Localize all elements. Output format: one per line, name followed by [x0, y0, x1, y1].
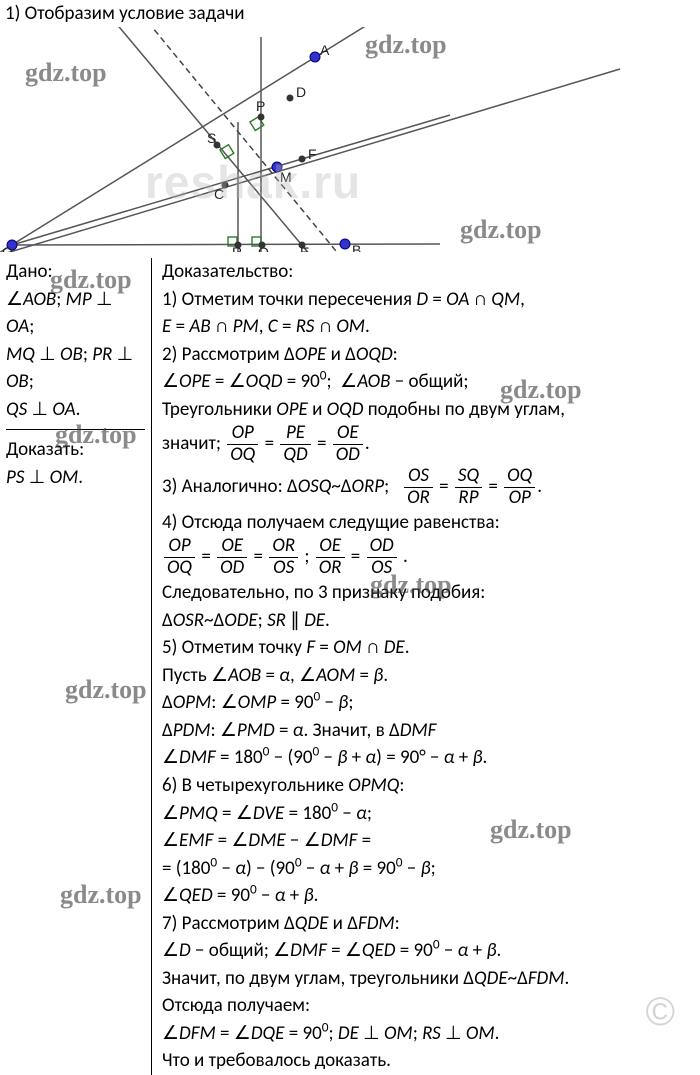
left-column: Дано: ∠AOB; MP ⊥ OA;MQ ⊥ OB; PR ⊥ OB;QS … [6, 258, 151, 1075]
content-columns: Дано: ∠AOB; MP ⊥ OA;MQ ⊥ OB; PR ⊥ OB;QS … [0, 258, 700, 1075]
prove-title: Доказать: [6, 436, 145, 464]
geometry-diagram: O A B D P S MF C R Q E [0, 27, 700, 252]
proof-line: ∠DMF = 1800 − (900 − β + α) = 90° − α + … [162, 744, 694, 772]
given-line: QS ⊥ OA. [6, 396, 145, 424]
proof-line: 7) Рассмотрим ΔQDE и ΔFDM: [162, 910, 694, 938]
proof-line: 5) Отметим точку F = OM ∩ DE. [162, 634, 694, 662]
svg-text:A: A [320, 42, 330, 58]
svg-text:E: E [300, 244, 309, 252]
svg-text:P: P [256, 98, 265, 114]
given-line: ∠AOB; MP ⊥ OA; [6, 286, 145, 341]
proof-line: = (1800 − α) − (900 − α + β = 900 − β; [162, 855, 694, 883]
proof-line: 6) В четырехугольнике OPMQ: [162, 772, 694, 800]
proof-line: ∠D − общий; ∠DMF = ∠QED = 900 − α + β. [162, 937, 694, 965]
proof-line: Значит, по двум углам, треугольники ΔQDE… [162, 965, 694, 993]
proof-line: Что и требовалось доказать. [162, 1047, 694, 1075]
proof-line: ∠EMF = ∠DME − ∠DMF = [162, 827, 694, 855]
svg-text:M: M [280, 169, 292, 185]
given-block: Дано: ∠AOB; MP ⊥ OA;MQ ⊥ OB; PR ⊥ OB;QS … [6, 258, 145, 430]
proof-line: Следовательно, по 3 признаку подобия: [162, 579, 694, 607]
right-column: Доказательство: 1) Отметим точки пересеч… [151, 258, 694, 1075]
svg-text:F: F [308, 146, 317, 162]
proof-line: Пусть ∠AOB = α, ∠AOM = β. [162, 662, 694, 690]
proof-line: ΔOPM: ∠OMP = 900 − β; [162, 689, 694, 717]
proof-line: 4) Отсюда получаем следущие равенства: [162, 509, 694, 537]
svg-text:C: C [214, 186, 224, 202]
proof-line: OPOQ = OEOD = OROS ; OEOR = ODOS . [162, 536, 694, 579]
svg-text:D: D [296, 84, 306, 100]
svg-text:S: S [207, 130, 216, 146]
proof-line: E = AB ∩ PM, C = RS ∩ OM. [162, 313, 694, 341]
given-line: MQ ⊥ OB; PR ⊥ OB; [6, 341, 145, 396]
proof-line: значит; OPOQ = PEQD = OEOD. [162, 423, 694, 466]
copyright-icon: © [646, 990, 675, 1035]
svg-text:B: B [352, 242, 361, 252]
proof-line: ∠PMQ = ∠DVE = 1800 − α; [162, 800, 694, 828]
proof-line: ∠DFM = ∠DQE = 900; DE ⊥ OM; RS ⊥ OM. [162, 1020, 694, 1048]
given-title: Дано: [6, 258, 145, 286]
proof-line: 1) Отметим точки пересечения D = OA ∩ QM… [162, 286, 694, 314]
svg-text:Q: Q [258, 244, 269, 252]
proof-line: 2) Рассмотрим ΔOPE и ΔOQD: [162, 341, 694, 369]
proof-line: ΔOSR~ΔODE; SR ∥ DE. [162, 607, 694, 635]
proof-line: Треугольники OPE и OQD подобны по двум у… [162, 396, 694, 424]
proof-line: ∠QED = 900 − α + β. [162, 882, 694, 910]
proof-line: ∠OPE = ∠OQD = 900; ∠AOB − общий; [162, 368, 694, 396]
proof-line: ΔPDM: ∠PMD = α. Значит, в ΔDMF [162, 717, 694, 745]
prove-block: Доказать: PS ⊥ OM. [6, 436, 145, 491]
svg-text:R: R [232, 244, 242, 252]
svg-text:O: O [2, 244, 13, 252]
title-line: 1) Отобразим условие задачи [0, 0, 700, 27]
proof-line: 3) Аналогично: ΔOSQ~ΔORP; OSOR = SQRP = … [162, 466, 694, 509]
prove-line: PS ⊥ OM. [6, 464, 145, 492]
proof-line: Отсюда получаем: [162, 992, 694, 1020]
proof-title: Доказательство: [162, 258, 694, 286]
